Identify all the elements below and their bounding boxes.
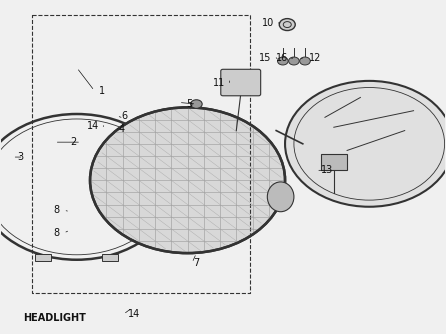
Text: 16: 16 <box>277 53 289 63</box>
Bar <box>35 254 51 261</box>
Text: 6: 6 <box>121 111 127 121</box>
Circle shape <box>190 100 202 108</box>
Circle shape <box>90 107 285 253</box>
Text: 4: 4 <box>119 124 125 134</box>
Text: 13: 13 <box>321 165 333 175</box>
Circle shape <box>289 57 299 65</box>
Text: 3: 3 <box>17 152 23 162</box>
FancyBboxPatch shape <box>221 69 260 96</box>
Circle shape <box>277 57 288 65</box>
Text: 2: 2 <box>70 137 77 147</box>
Circle shape <box>300 57 310 65</box>
Text: 11: 11 <box>213 77 225 88</box>
Text: 10: 10 <box>262 18 274 28</box>
Ellipse shape <box>267 182 294 212</box>
Text: 1: 1 <box>99 86 105 96</box>
Text: 12: 12 <box>310 53 322 63</box>
Text: 14: 14 <box>87 121 99 131</box>
Text: 7: 7 <box>193 258 199 268</box>
Text: 5: 5 <box>186 99 192 109</box>
Text: 8: 8 <box>53 205 59 215</box>
Text: 15: 15 <box>260 53 272 63</box>
Text: 14: 14 <box>128 309 140 319</box>
Text: 8: 8 <box>53 228 59 238</box>
Bar <box>321 154 347 170</box>
Text: HEADLIGHT: HEADLIGHT <box>24 313 87 323</box>
Bar <box>102 254 118 261</box>
Circle shape <box>279 19 295 30</box>
Circle shape <box>285 81 446 207</box>
